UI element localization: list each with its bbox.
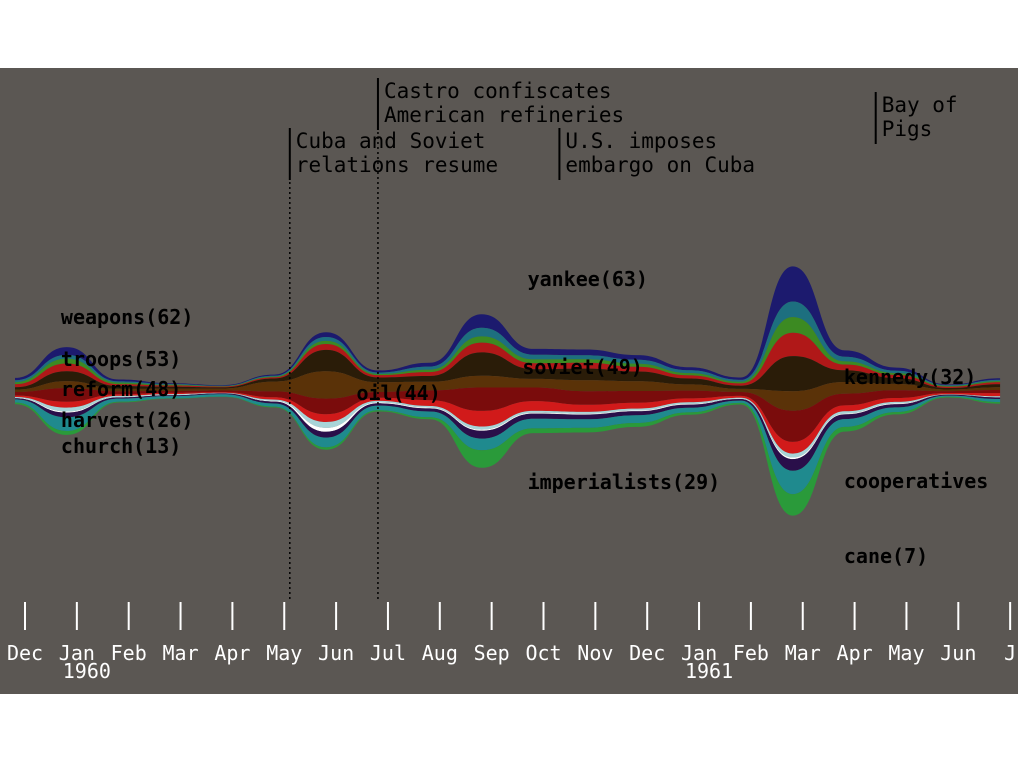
keyword-label: yankee(63) — [528, 267, 648, 291]
event-label-line: Pigs — [882, 117, 933, 141]
month-label: Feb — [733, 641, 769, 665]
month-label: J — [1004, 641, 1016, 665]
month-label: Dec — [629, 641, 665, 665]
stream-layer-5 — [15, 349, 1001, 392]
keyword-label: kennedy(32) — [844, 365, 976, 389]
streamgraph-panel: Castro confiscates American refineries Cub… — [0, 68, 1018, 694]
event-label-line: U.S. imposes — [565, 129, 717, 153]
event-label-line: Cuba and Soviet — [296, 129, 486, 153]
month-label: Feb — [111, 641, 147, 665]
stream-layer-8 — [15, 392, 1001, 454]
keyword-label: soviet(49) — [522, 355, 642, 379]
keyword-label: weapons(62) — [61, 305, 193, 329]
month-label: Mar — [785, 641, 821, 665]
keyword-label: harvest(26) — [61, 408, 193, 432]
month-label: Apr — [837, 641, 873, 665]
keyword-label: reform(48) — [61, 377, 181, 401]
keyword-label: troops(53) — [61, 347, 181, 371]
keyword-label: cooperatives — [844, 469, 989, 493]
year-label: 1960 — [63, 659, 111, 683]
month-label: May — [888, 641, 924, 665]
month-label: Nov — [577, 641, 613, 665]
event-label-line: Castro confiscates — [384, 79, 612, 103]
month-label: Dec — [7, 641, 43, 665]
month-label: Apr — [214, 641, 250, 665]
event-label-line: relations resume — [296, 153, 498, 177]
month-label: Jan — [59, 641, 95, 665]
keyword-label: oil(44) — [356, 381, 440, 405]
month-label: Sep — [474, 641, 510, 665]
month-label: Jul — [370, 641, 406, 665]
stream-layer-4 — [15, 332, 1001, 388]
stream-layer-7 — [15, 387, 1001, 442]
keyword-label: cane(7) — [844, 544, 928, 568]
month-label: Jan — [681, 641, 717, 665]
month-label: May — [266, 641, 302, 665]
keyword-label: church(13) — [61, 434, 181, 458]
event-label-line: embargo on Cuba — [565, 153, 755, 177]
year-label: 1961 — [685, 659, 733, 683]
stream-layer-6 — [15, 371, 1001, 411]
month-label: Aug — [422, 641, 458, 665]
keyword-label: imperialists(29) — [528, 470, 721, 494]
stream-layer-3 — [15, 317, 1001, 387]
month-label: Jun — [940, 641, 976, 665]
month-label: Jun — [318, 641, 354, 665]
stream-layer-2 — [15, 301, 1001, 387]
event-label-line: Bay of — [882, 93, 958, 117]
month-label: Oct — [525, 641, 561, 665]
month-label: Mar — [162, 641, 198, 665]
event-label-line: American refineries — [384, 103, 624, 127]
